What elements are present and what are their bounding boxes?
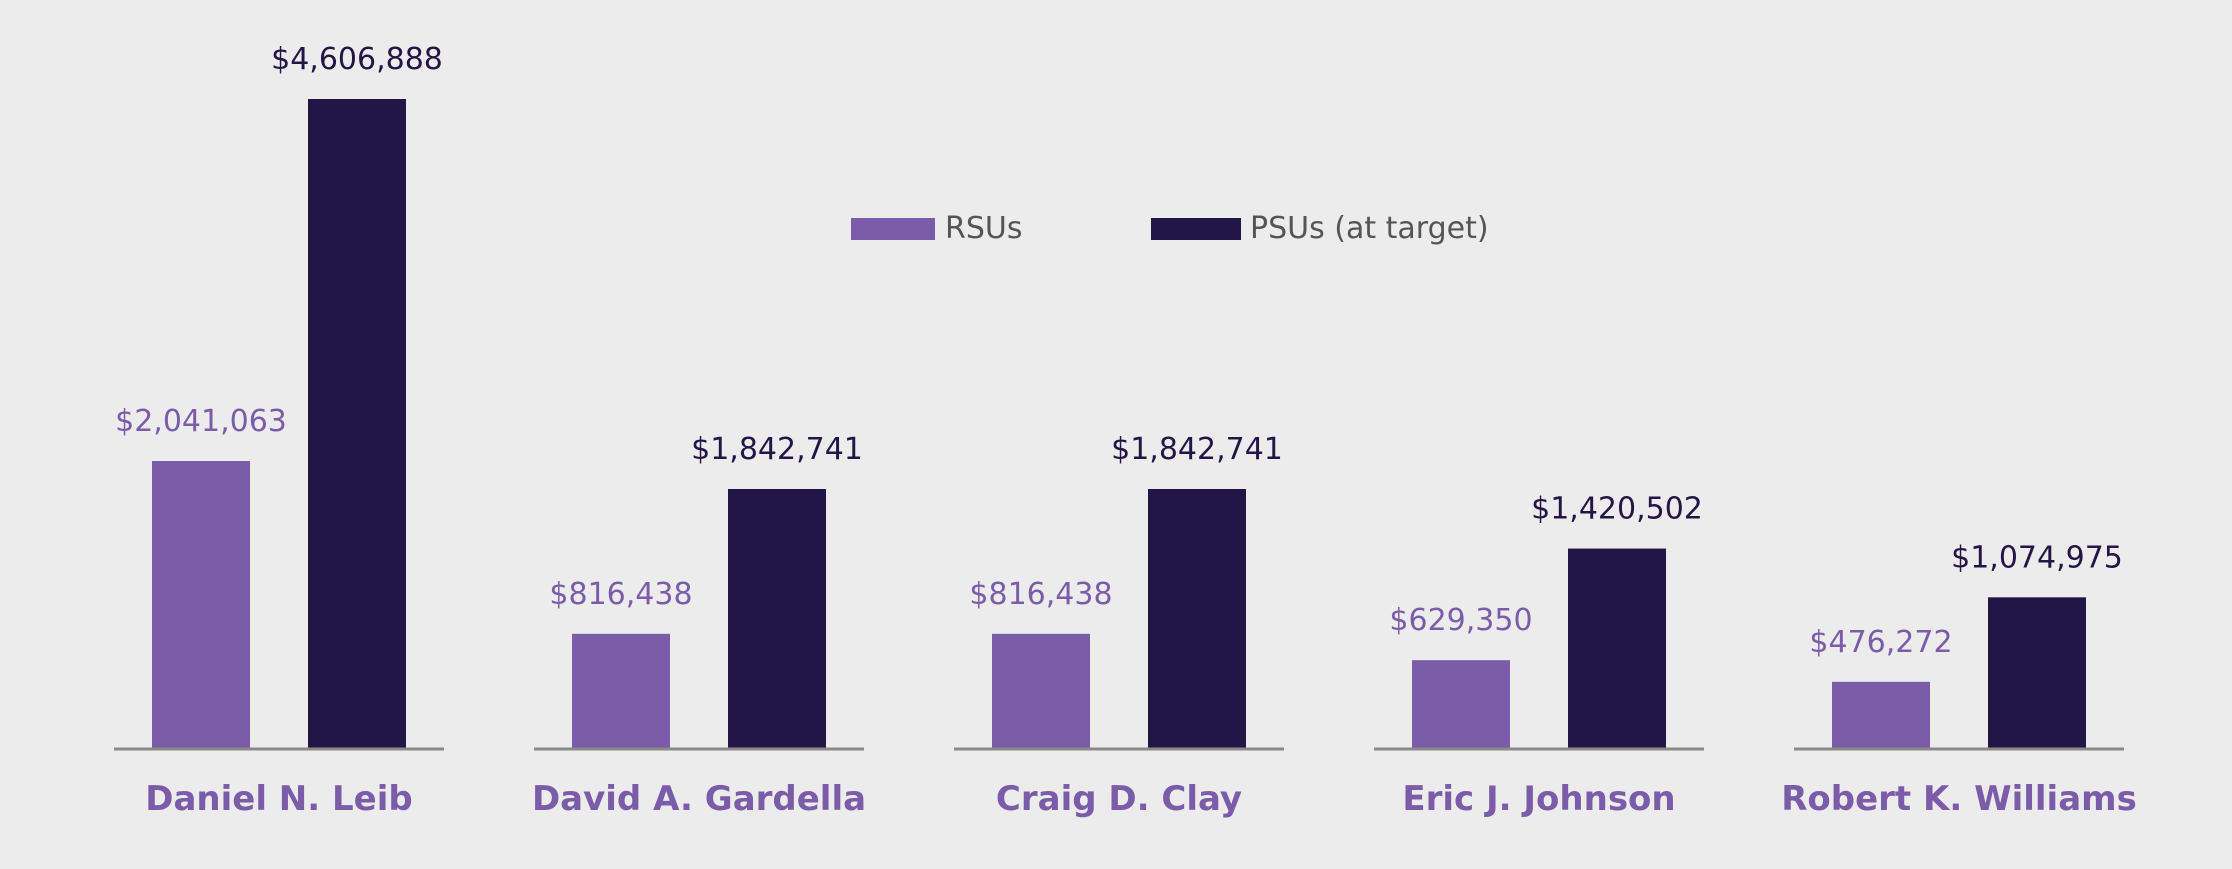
category-label-eric-j-johnson: Eric J. Johnson <box>1402 779 1675 819</box>
legend-label-rsus: RSUs <box>945 211 1022 246</box>
legend-swatch-psus-at-target <box>1151 218 1241 240</box>
data-label-psus-at-target-eric-j-johnson: $1,420,502 <box>1531 492 1703 527</box>
bar-group-eric-j-johnson: $629,350 $1,420,502 Eric J. Johnson <box>1374 492 1704 819</box>
bar-rsus-daniel-n-leib <box>152 461 250 749</box>
bar-groups: $2,041,063 $4,606,888 Daniel N. Leib $816,4… <box>114 42 2137 819</box>
legend-label-psus-at-target: PSUs (at target) <box>1250 211 1489 246</box>
data-label-rsus-eric-j-johnson: $629,350 <box>1389 603 1532 638</box>
data-label-psus-at-target-david-a-gardella: $1,842,741 <box>691 432 863 467</box>
data-label-psus-at-target-robert-k-williams: $1,074,975 <box>1951 540 2123 575</box>
category-label-daniel-n-leib: Daniel N. Leib <box>145 779 413 819</box>
category-label-craig-d-clay: Craig D. Clay <box>996 779 1242 819</box>
category-label-david-a-gardella: David A. Gardella <box>532 779 866 819</box>
data-label-rsus-craig-d-clay: $816,438 <box>969 577 1112 612</box>
bar-group-craig-d-clay: $816,438 $1,842,741 Craig D. Clay <box>954 432 1284 819</box>
bar-rsus-david-a-gardella <box>572 633 670 749</box>
bar-rsus-craig-d-clay <box>992 633 1090 749</box>
bar-rsus-eric-j-johnson <box>1412 660 1510 749</box>
data-label-psus-at-target-craig-d-clay: $1,842,741 <box>1111 432 1283 467</box>
bar-group-robert-k-williams: $476,272 $1,074,975 Robert K. Williams <box>1781 540 2137 819</box>
legend-swatch-rsus <box>851 218 935 240</box>
bar-group-daniel-n-leib: $2,041,063 $4,606,888 Daniel N. Leib <box>114 42 444 819</box>
bar-psus-at-target-robert-k-williams <box>1988 597 2086 749</box>
bar-group-david-a-gardella: $816,438 $1,842,741 David A. Gardella <box>532 432 866 819</box>
bar-psus-at-target-daniel-n-leib <box>308 99 406 749</box>
data-label-psus-at-target-daniel-n-leib: $4,606,888 <box>271 42 443 77</box>
data-label-rsus-robert-k-williams: $476,272 <box>1809 625 1952 660</box>
bar-psus-at-target-craig-d-clay <box>1148 489 1246 749</box>
data-label-rsus-daniel-n-leib: $2,041,063 <box>115 404 287 439</box>
legend: RSUs PSUs (at target) <box>851 211 1489 246</box>
bar-psus-at-target-eric-j-johnson <box>1568 548 1666 749</box>
bar-rsus-robert-k-williams <box>1832 681 1930 749</box>
category-label-robert-k-williams: Robert K. Williams <box>1781 779 2137 819</box>
bar-psus-at-target-david-a-gardella <box>728 489 826 749</box>
data-label-rsus-david-a-gardella: $816,438 <box>549 577 692 612</box>
